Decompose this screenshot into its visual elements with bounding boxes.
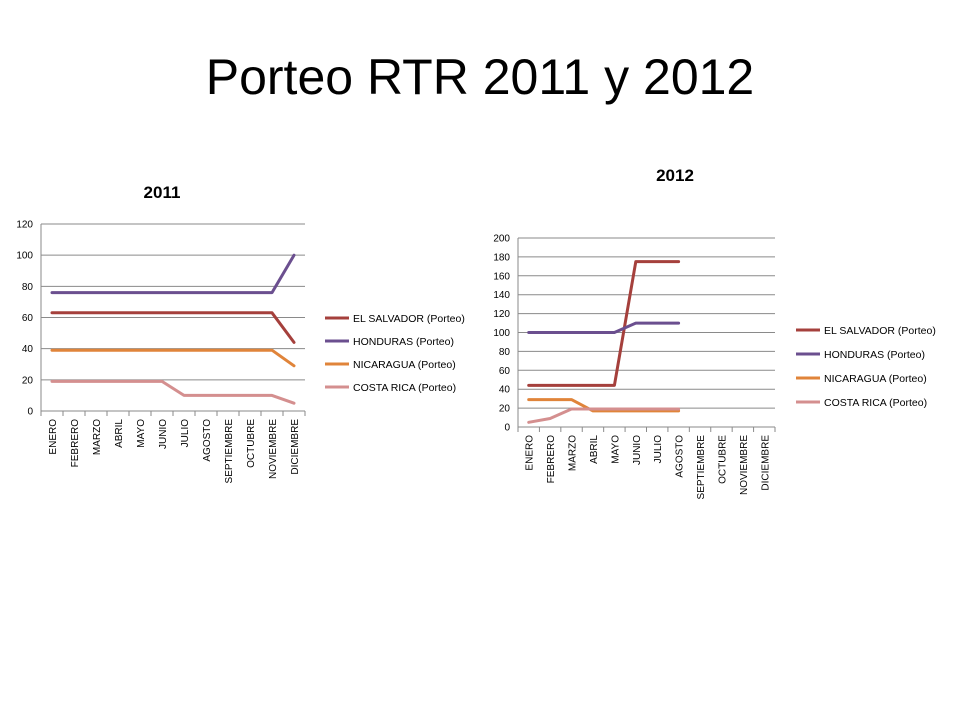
- x-tick-label: DICIEMBRE: [290, 419, 301, 475]
- x-tick-label: NOVIEMBRE: [268, 419, 279, 479]
- series-line-3: [50, 348, 296, 368]
- legend-label: EL SALVADOR (Porteo): [353, 313, 465, 325]
- y-tick-label: 0: [27, 407, 33, 418]
- legend-label: HONDURAS (Porteo): [353, 336, 454, 348]
- y-tick-label: 100: [16, 251, 33, 262]
- y-tick-label: 120: [16, 220, 33, 231]
- legend-label: NICARAGUA (Porteo): [824, 373, 927, 385]
- x-tick-label: OCTUBRE: [717, 435, 728, 484]
- y-tick-label: 40: [22, 344, 34, 355]
- legend-label: NICARAGUA (Porteo): [353, 359, 456, 371]
- x-tick-label: ENERO: [48, 419, 59, 455]
- x-tick-label: JUNIO: [158, 419, 169, 449]
- legend-label: EL SALVADOR (Porteo): [824, 325, 936, 337]
- series-line-2: [50, 253, 296, 295]
- legend-label: HONDURAS (Porteo): [824, 349, 925, 361]
- y-tick-label: 120: [493, 309, 510, 320]
- series-line-2: [527, 321, 681, 334]
- x-tick-label: ENERO: [525, 435, 536, 471]
- y-tick-label: 80: [22, 282, 34, 293]
- x-tick-label: ABRIL: [589, 435, 600, 464]
- x-tick-label: AGOSTO: [202, 419, 213, 462]
- chart-2011: 2011 0 20 40 60 80 100 120 ENERO FEBRERO MARZO ABRI…: [16, 183, 465, 484]
- y-tick-label: 0: [504, 423, 510, 434]
- x-tick-label: FEBRERO: [70, 419, 81, 468]
- x-tick-label: MAYO: [136, 419, 147, 448]
- chart-title: 2011: [144, 183, 181, 202]
- y-tick-label: 160: [493, 271, 510, 282]
- x-tick-label: MARZO: [568, 435, 579, 471]
- y-tick-label: 180: [493, 252, 510, 263]
- x-tick-label: SEPTIEMBRE: [696, 435, 707, 500]
- x-tick-label: FEBRERO: [546, 435, 557, 484]
- series-line-4: [527, 407, 681, 424]
- x-tick-label: NOVIEMBRE: [739, 435, 750, 495]
- series-line-3: [527, 398, 681, 413]
- x-tick-label: MARZO: [92, 419, 103, 455]
- legend-label: COSTA RICA (Porteo): [353, 382, 456, 394]
- series-line-4: [50, 379, 296, 405]
- chart-2012: 2012 0 20 40 60 80 100 120 140 160 180 200 ENERO FEBR…: [493, 166, 936, 500]
- x-tick-label: AGOSTO: [675, 435, 686, 478]
- y-tick-label: 20: [499, 404, 511, 415]
- y-tick-label: 100: [493, 328, 510, 339]
- series-line-1: [50, 311, 296, 344]
- x-tick-label: JULIO: [180, 419, 191, 448]
- chart-title: 2012: [656, 166, 694, 185]
- y-tick-label: 80: [499, 347, 511, 358]
- slide-title: Porteo RTR 2011 y 2012: [205, 49, 755, 105]
- y-tick-label: 60: [499, 366, 511, 377]
- legend-label: COSTA RICA (Porteo): [824, 397, 927, 409]
- y-tick-label: 140: [493, 290, 510, 301]
- series-line-1: [527, 260, 681, 387]
- y-tick-label: 60: [22, 313, 34, 324]
- y-tick-label: 20: [22, 375, 34, 386]
- x-tick-label: DICIEMBRE: [760, 435, 771, 491]
- y-tick-label: 200: [493, 234, 510, 245]
- x-tick-label: OCTUBRE: [246, 419, 257, 468]
- y-tick-label: 40: [499, 385, 511, 396]
- x-tick-label: JULIO: [653, 435, 664, 464]
- x-tick-label: ABRIL: [114, 419, 125, 448]
- x-tick-label: MAYO: [610, 435, 621, 464]
- x-tick-label: JUNIO: [632, 435, 643, 465]
- x-tick-label: SEPTIEMBRE: [224, 419, 235, 484]
